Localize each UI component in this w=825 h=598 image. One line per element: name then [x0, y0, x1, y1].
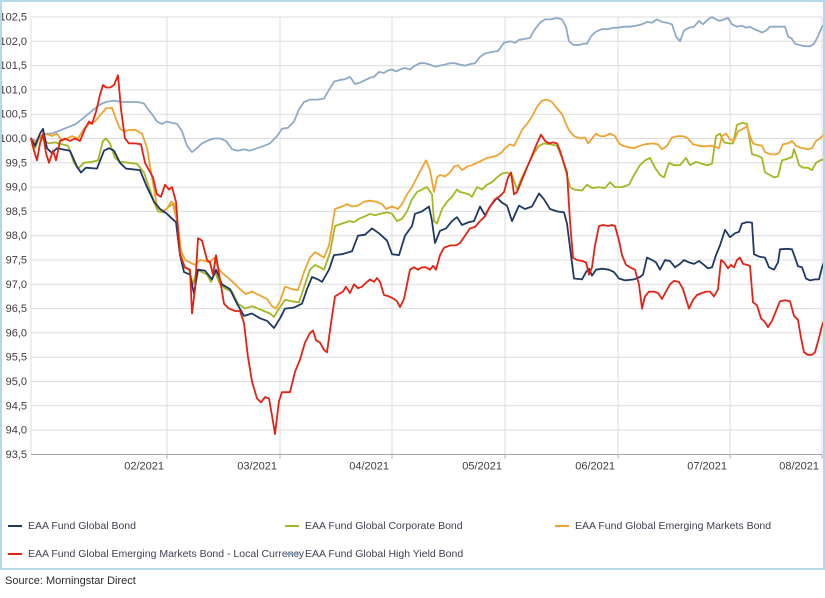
y-axis-label: 102,0 [2, 36, 27, 48]
legend-swatch-global-emerging-markets-bond [555, 525, 569, 527]
legend-swatch-global-corporate-bond [285, 525, 299, 527]
legend-swatch-global-bond [8, 525, 22, 527]
y-axis-label: 95,5 [6, 352, 27, 364]
y-axis-label: 100,5 [2, 109, 27, 121]
x-axis-label: 02/2021 [124, 461, 164, 473]
legend-label-em-bond-local-currency: EAA Fund Global Emerging Markets Bond - … [28, 548, 305, 560]
legend-swatch-em-bond-local-currency [8, 553, 22, 555]
y-axis-label: 96,0 [6, 327, 27, 339]
legend-item-global-emerging-markets-bond: EAA Fund Global Emerging Markets Bond [555, 518, 771, 534]
x-axis-label: 05/2021 [462, 461, 502, 473]
y-axis-label: 94,5 [6, 400, 27, 412]
y-axis-label: 96,5 [6, 303, 27, 315]
legend-label-global-high-yield-bond: EAA Fund Global High Yield Bond [305, 548, 464, 560]
x-axis-label: 08/2021 [779, 461, 819, 473]
legend-item-global-high-yield-bond: EAA Fund Global High Yield Bond [285, 546, 463, 562]
series-line-em-bond-local-currency [30, 74, 823, 435]
y-axis-label: 101,0 [2, 84, 27, 96]
y-axis-label: 98,0 [6, 230, 27, 242]
legend-label-global-emerging-markets-bond: EAA Fund Global Emerging Markets Bond [575, 520, 772, 532]
x-axis-label: 06/2021 [575, 461, 615, 473]
legend-item-global-corporate-bond: EAA Fund Global Corporate Bond [285, 518, 463, 534]
y-axis-label: 97,5 [6, 255, 27, 267]
legend-item-em-bond-local-currency: EAA Fund Global Emerging Markets Bond - … [8, 546, 304, 562]
y-axis-label: 95,0 [6, 376, 27, 388]
series-line-global-corporate-bond [30, 122, 823, 318]
y-axis-label: 94,0 [6, 425, 27, 437]
y-axis-label: 99,0 [6, 182, 27, 194]
x-axis-label: 04/2021 [349, 461, 389, 473]
plot-svg: 102,5 102,0 101,5 101,0 100,5 100,0 99,5 99,0 98… [2, 12, 823, 473]
series-line-global-bond [30, 127, 823, 329]
y-axis-label: 99,5 [6, 157, 27, 169]
legend-label-global-corporate-bond: EAA Fund Global Corporate Bond [305, 520, 463, 532]
legend-item-global-bond: EAA Fund Global Bond [8, 518, 136, 534]
source-line: Source: Morningstar Direct [5, 575, 136, 587]
legend-row-1: EAA Fund Global Bond EAA Fund Global Cor… [2, 518, 823, 534]
y-axis-label: 93,5 [6, 449, 27, 461]
x-axis-label: 03/2021 [237, 461, 277, 473]
legend-row-2: EAA Fund Global Emerging Markets Bond - … [2, 546, 823, 562]
y-axis-label: 98,5 [6, 206, 27, 218]
chart-frame: 102,5 102,0 101,5 101,0 100,5 100,0 99,5 99,0 98… [0, 0, 825, 570]
legend-label-global-bond: EAA Fund Global Bond [28, 520, 136, 532]
x-axis-label: 07/2021 [687, 461, 727, 473]
legend-swatch-global-high-yield-bond [285, 553, 299, 555]
series-line-global-high-yield-bond [30, 16, 823, 154]
y-axis-label: 101,5 [2, 60, 27, 72]
y-axis-label: 97,0 [6, 279, 27, 291]
series-line-global-emerging-markets-bond [30, 98, 823, 310]
y-axis-label: 100,0 [2, 133, 27, 145]
y-axis-label: 102,5 [2, 12, 27, 24]
